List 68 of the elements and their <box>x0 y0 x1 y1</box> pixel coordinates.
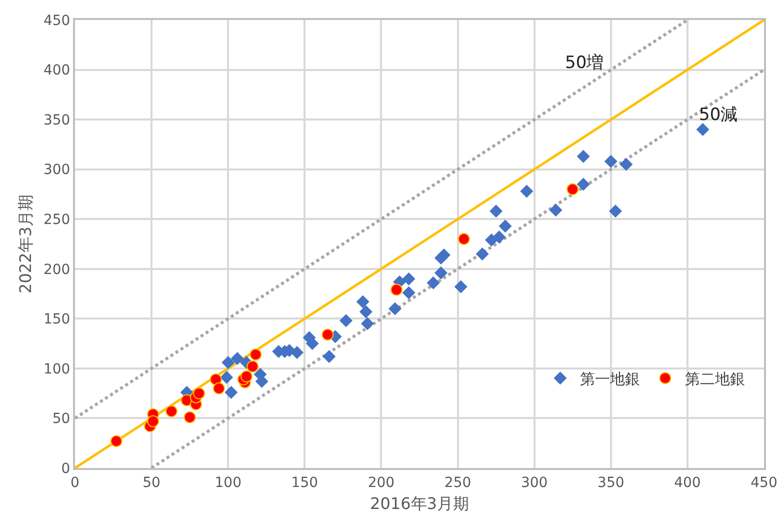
x-tick-label: 350 <box>598 474 624 491</box>
x-axis-title: 2016年3月期 <box>370 494 469 513</box>
point <box>402 286 416 300</box>
annotation: 50減 <box>699 105 738 125</box>
point <box>576 150 590 163</box>
point <box>110 435 122 448</box>
x-tick-label: 300 <box>520 474 548 491</box>
point <box>322 328 334 341</box>
point <box>184 411 196 424</box>
annotation: 50増 <box>565 53 604 73</box>
point <box>402 272 416 286</box>
point <box>390 284 403 296</box>
point <box>608 204 622 218</box>
y-tick-label: 400 <box>43 62 70 79</box>
point <box>434 266 448 280</box>
point <box>484 234 498 247</box>
y-axis-title: 2022年3月期 <box>16 194 35 294</box>
point <box>426 276 440 290</box>
y-tick-label: 450 <box>43 12 70 29</box>
x-tick-label: 50 <box>142 474 160 491</box>
point <box>476 247 489 260</box>
point <box>360 317 374 330</box>
x-tick-label: 200 <box>368 474 395 491</box>
y-tick-label: 300 <box>43 162 70 178</box>
point <box>193 387 206 400</box>
point <box>434 251 448 264</box>
point <box>246 360 259 372</box>
point <box>566 183 579 196</box>
point <box>458 233 470 246</box>
point <box>306 337 319 350</box>
point <box>230 352 244 365</box>
x-tick-label: 100 <box>214 474 242 491</box>
point <box>388 302 402 316</box>
point <box>359 305 372 318</box>
point <box>454 280 468 294</box>
x-tick-label: 150 <box>291 474 318 491</box>
point <box>240 370 252 382</box>
point <box>549 204 562 217</box>
y-tick-label: 350 <box>43 112 70 128</box>
point <box>290 346 304 360</box>
point <box>340 314 353 328</box>
y-tick-label: 0 <box>61 460 70 477</box>
point <box>696 123 710 136</box>
point <box>222 356 235 369</box>
x-tick-label: 450 <box>750 474 778 491</box>
legend-label: 第二地銀 <box>685 370 746 388</box>
point <box>520 184 534 198</box>
y-tick-label: 100 <box>43 361 70 378</box>
point <box>356 295 370 308</box>
point <box>576 178 590 191</box>
point <box>620 158 633 171</box>
point <box>498 220 512 233</box>
point <box>212 382 225 394</box>
legend-label: 第一地銀 <box>580 370 640 388</box>
point <box>322 350 336 363</box>
y-tick-label: 250 <box>43 212 70 228</box>
point <box>220 370 234 384</box>
point <box>165 405 178 418</box>
y-tick-label: 50 <box>52 411 70 428</box>
y-tick-label: 150 <box>43 312 70 328</box>
y-tick-label: 200 <box>43 262 70 278</box>
point <box>604 154 618 168</box>
x-tick-label: 250 <box>444 474 472 491</box>
point <box>147 415 160 428</box>
point <box>490 204 503 218</box>
point <box>250 348 262 361</box>
point <box>224 386 238 399</box>
x-tick-label: 400 <box>674 474 701 491</box>
